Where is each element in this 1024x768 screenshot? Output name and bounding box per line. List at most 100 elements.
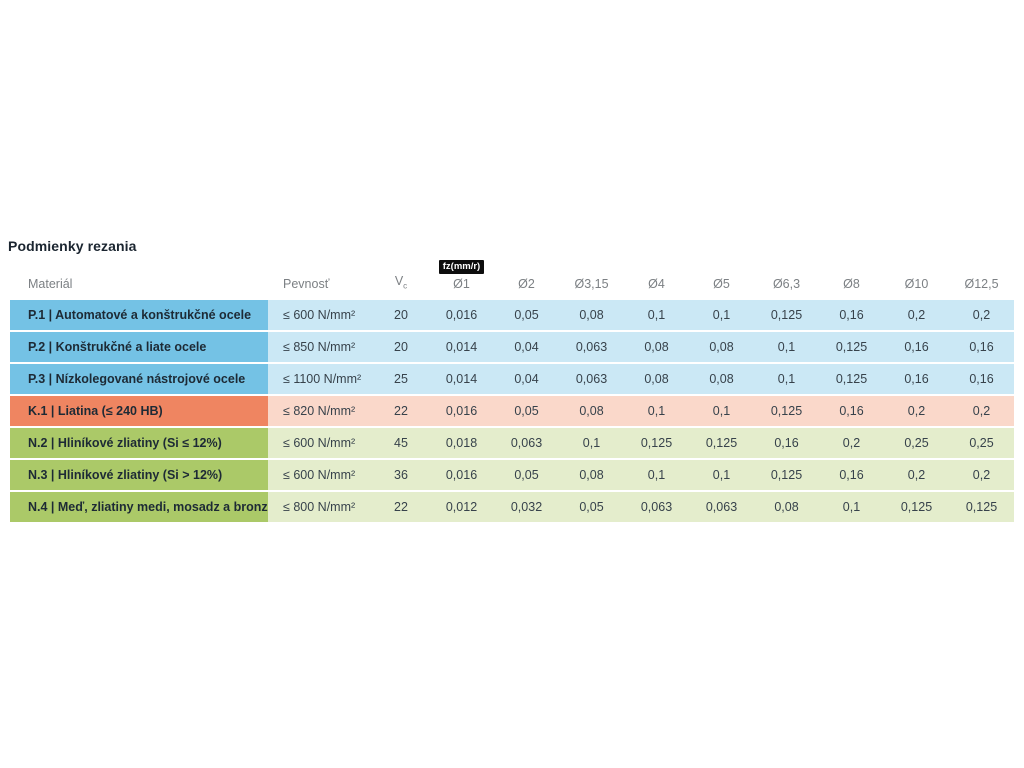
table-row-p2: P.2 | Konštrukčné a liate ocele ≤ 850 N/… [10, 331, 1014, 362]
fz-cell: 0,2 [884, 299, 949, 330]
fz-cell: 0,1 [559, 427, 624, 458]
fz-cell: 0,125 [754, 459, 819, 490]
fz-cell: 0,012 [429, 491, 494, 522]
fz-cell: 0,014 [429, 363, 494, 394]
fz-cell: 0,1 [624, 299, 689, 330]
fz-cell: 0,08 [559, 395, 624, 426]
fz-cell: 0,2 [819, 427, 884, 458]
fz-cell: 0,063 [624, 491, 689, 522]
fz-cell: 0,2 [949, 299, 1014, 330]
strength-cell: ≤ 850 N/mm² [268, 331, 373, 362]
table-row-n4: N.4 | Meď, zliatiny medi, mosadz a bronz… [10, 491, 1014, 522]
strength-cell: ≤ 820 N/mm² [268, 395, 373, 426]
fz-cell: 0,014 [429, 331, 494, 362]
table-row-k1: K.1 | Liatina (≤ 240 HB) ≤ 820 N/mm² 22 … [10, 395, 1014, 426]
material-cell: N.3 | Hliníkové zliatiny (Si > 12%) [10, 459, 268, 490]
fz-cell: 0,063 [559, 331, 624, 362]
vc-cell: 25 [373, 363, 429, 394]
fz-cell: 0,125 [754, 299, 819, 330]
fz-cell: 0,05 [559, 491, 624, 522]
fz-cell: 0,1 [754, 363, 819, 394]
fz-cell: 0,2 [949, 395, 1014, 426]
fz-cell: 0,125 [819, 363, 884, 394]
strength-cell: ≤ 600 N/mm² [268, 427, 373, 458]
fz-cell: 0,1 [754, 331, 819, 362]
column-header-d12-5: Ø12,5 [964, 276, 999, 291]
column-header-material: Materiál [28, 276, 73, 291]
fz-cell: 0,16 [884, 363, 949, 394]
strength-cell: ≤ 800 N/mm² [268, 491, 373, 522]
column-header-d5: Ø5 [713, 276, 730, 291]
fz-cell: 0,2 [949, 459, 1014, 490]
fz-cell: 0,1 [819, 491, 884, 522]
fz-unit-badge: fz(mm/r) [438, 260, 485, 274]
column-header-d4: Ø4 [648, 276, 665, 291]
fz-cell: 0,16 [754, 427, 819, 458]
fz-cell: 0,125 [884, 491, 949, 522]
table-row-p1: P.1 | Automatové a konštrukčné ocele ≤ 6… [10, 299, 1014, 330]
fz-cell: 0,2 [884, 459, 949, 490]
fz-cell: 0,016 [429, 395, 494, 426]
fz-cell: 0,16 [819, 395, 884, 426]
material-cell: P.3 | Nízkolegované nástrojové ocele [10, 363, 268, 394]
vc-cell: 20 [373, 299, 429, 330]
table-header-row: Materiál Pevnosť Vc fz(mm/r) Ø1 Ø2 Ø3,15… [10, 260, 1014, 300]
page-title: Podmienky rezania [8, 238, 137, 254]
vc-cell: 22 [373, 491, 429, 522]
fz-cell: 0,125 [689, 427, 754, 458]
vc-cell: 20 [373, 331, 429, 362]
table-row-p3: P.3 | Nízkolegované nástrojové ocele ≤ 1… [10, 363, 1014, 394]
column-header-d3-15: Ø3,15 [574, 276, 609, 291]
column-header-d10: Ø10 [904, 276, 929, 291]
fz-cell: 0,1 [689, 459, 754, 490]
fz-cell: 0,018 [429, 427, 494, 458]
fz-cell: 0,25 [884, 427, 949, 458]
strength-cell: ≤ 600 N/mm² [268, 459, 373, 490]
fz-cell: 0,04 [494, 363, 559, 394]
material-cell: P.2 | Konštrukčné a liate ocele [10, 331, 268, 362]
fz-cell: 0,063 [494, 427, 559, 458]
column-header-d2: Ø2 [518, 276, 535, 291]
column-header-vc: Vc [394, 274, 408, 291]
material-cell: N.4 | Meď, zliatiny medi, mosadz a bronz [10, 491, 268, 522]
column-header-strength: Pevnosť [283, 276, 330, 291]
fz-cell: 0,16 [819, 459, 884, 490]
fz-cell: 0,08 [559, 299, 624, 330]
fz-cell: 0,08 [754, 491, 819, 522]
vc-cell: 45 [373, 427, 429, 458]
fz-cell: 0,2 [884, 395, 949, 426]
fz-cell: 0,05 [494, 395, 559, 426]
fz-cell: 0,1 [624, 459, 689, 490]
fz-cell: 0,08 [624, 331, 689, 362]
fz-cell: 0,05 [494, 459, 559, 490]
material-cell: K.1 | Liatina (≤ 240 HB) [10, 395, 268, 426]
table-row-n3: N.3 | Hliníkové zliatiny (Si > 12%) ≤ 60… [10, 459, 1014, 490]
fz-cell: 0,16 [949, 363, 1014, 394]
fz-cell: 0,032 [494, 491, 559, 522]
fz-cell: 0,08 [689, 363, 754, 394]
material-cell: N.2 | Hliníkové zliatiny (Si ≤ 12%) [10, 427, 268, 458]
fz-cell: 0,04 [494, 331, 559, 362]
fz-cell: 0,16 [949, 331, 1014, 362]
fz-cell: 0,1 [624, 395, 689, 426]
fz-cell: 0,016 [429, 459, 494, 490]
fz-cell: 0,125 [624, 427, 689, 458]
strength-cell: ≤ 1100 N/mm² [268, 363, 373, 394]
column-header-d8: Ø8 [843, 276, 860, 291]
table-row-n2: N.2 | Hliníkové zliatiny (Si ≤ 12%) ≤ 60… [10, 427, 1014, 458]
fz-cell: 0,08 [624, 363, 689, 394]
fz-cell: 0,16 [884, 331, 949, 362]
strength-cell: ≤ 600 N/mm² [268, 299, 373, 330]
fz-cell: 0,1 [689, 299, 754, 330]
fz-cell: 0,063 [559, 363, 624, 394]
fz-cell: 0,125 [754, 395, 819, 426]
fz-cell: 0,125 [819, 331, 884, 362]
vc-cell: 22 [373, 395, 429, 426]
fz-cell: 0,25 [949, 427, 1014, 458]
fz-cell: 0,1 [689, 395, 754, 426]
fz-cell: 0,125 [949, 491, 1014, 522]
column-header-d6-3: Ø6,3 [772, 276, 801, 291]
fz-cell: 0,08 [559, 459, 624, 490]
column-header-d1: fz(mm/r) Ø1 [429, 260, 494, 291]
